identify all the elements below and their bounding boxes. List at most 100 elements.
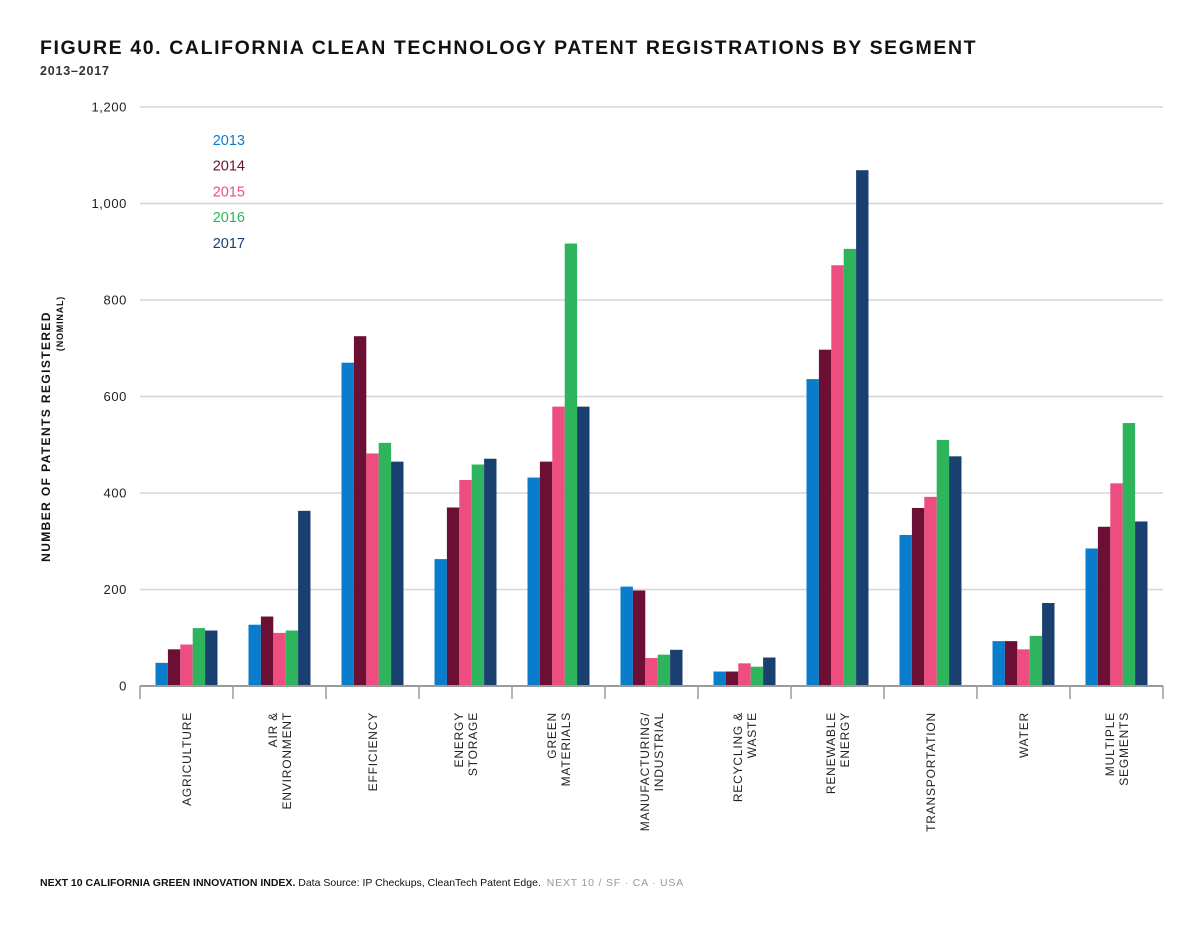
grid-layer bbox=[140, 106, 1163, 591]
y-tick-label: 800 bbox=[104, 293, 128, 308]
bar-2014-9 bbox=[1004, 641, 1018, 686]
bar-2013-2 bbox=[341, 362, 354, 686]
bar-2013-7 bbox=[806, 379, 819, 686]
bar-2013-5 bbox=[620, 586, 633, 686]
x-tick-label: AGRICULTURE bbox=[180, 712, 194, 806]
x-axis-labels: AGRICULTURE AIR &ENVIRONMENT EFFICIENCY ENE… bbox=[180, 712, 1131, 832]
bar-2014-3 bbox=[446, 507, 460, 686]
chart-title: FIGURE 40. CALIFORNIA CLEAN TECHNOLOGY P… bbox=[40, 37, 978, 59]
x-tick-label: ENERGYSTORAGE bbox=[452, 712, 480, 776]
bar-2017-5 bbox=[670, 649, 683, 686]
bar-2014-5 bbox=[632, 590, 646, 686]
y-axis-title: NUMBER OF PATENTS REGISTERED bbox=[39, 311, 53, 562]
bar-2016-8 bbox=[936, 439, 950, 686]
bar-2016-9 bbox=[1029, 635, 1043, 686]
legend: 2013 2014 2015 2016 2017 bbox=[213, 133, 245, 252]
y-tick-label: 1,200 bbox=[91, 100, 127, 115]
x-tick-label: MULTIPLESEGMENTS bbox=[1103, 712, 1131, 786]
y-tick-label: 600 bbox=[104, 389, 128, 404]
bar-2016-5 bbox=[657, 654, 671, 686]
x-tick-label: EFFICIENCY bbox=[366, 712, 380, 791]
footer-source: Data Source: IP Checkups, CleanTech Pate… bbox=[298, 877, 541, 889]
bar-2013-1 bbox=[248, 624, 261, 686]
x-tick-label: MANUFACTURING/INDUSTRIAL bbox=[638, 712, 666, 831]
bar-2015-4 bbox=[552, 406, 565, 686]
y-tick-label: 400 bbox=[104, 486, 128, 501]
x-tick-label-line: WATER bbox=[1017, 712, 1031, 758]
bar-2014-1 bbox=[260, 616, 274, 686]
bar-2015-0 bbox=[180, 644, 193, 686]
bar-2014-8 bbox=[911, 507, 925, 686]
y-axis-title: NUMBER OF PATENTS REGISTERED (NOMINAL) bbox=[39, 296, 65, 562]
x-tick-label-line: RECYCLING & bbox=[731, 712, 745, 802]
bar-2015-5 bbox=[645, 658, 658, 686]
bar-2017-2 bbox=[391, 461, 404, 686]
bar-2015-2 bbox=[366, 453, 379, 686]
y-axis-subtitle: (NOMINAL) bbox=[55, 296, 65, 351]
x-tick-label-line: INDUSTRIAL bbox=[652, 712, 666, 791]
x-tick-label-line: AIR & bbox=[266, 712, 280, 747]
legend-entry-2015: 2015 bbox=[213, 184, 245, 200]
bar-2014-4 bbox=[539, 461, 553, 686]
bar-2013-0 bbox=[155, 662, 168, 686]
bar-2013-8 bbox=[899, 534, 912, 686]
bar-2015-6 bbox=[738, 663, 751, 686]
x-tick-label-line: EFFICIENCY bbox=[366, 712, 380, 791]
y-tick-label: 1,000 bbox=[91, 196, 127, 211]
bar-2016-10 bbox=[1122, 423, 1136, 686]
x-tick-label: TRANSPORTATION bbox=[924, 712, 938, 832]
bar-2016-2 bbox=[378, 442, 392, 686]
x-axis bbox=[139, 685, 1164, 699]
bar-2013-4 bbox=[527, 477, 540, 686]
x-tick-label: RECYCLING &WASTE bbox=[731, 712, 759, 802]
footer: NEXT 10 CALIFORNIA GREEN INNOVATION INDE… bbox=[40, 877, 684, 889]
legend-entry-2016: 2016 bbox=[213, 210, 245, 226]
bar-2017-3 bbox=[484, 458, 497, 686]
bar-2017-8 bbox=[949, 456, 962, 686]
x-tick-label: AIR &ENVIRONMENT bbox=[266, 712, 294, 809]
chart-subtitle: 2013–2017 bbox=[40, 64, 110, 78]
bar-2015-8 bbox=[924, 496, 937, 686]
x-tick-label-line: ENVIRONMENT bbox=[280, 712, 294, 809]
bar-2015-9 bbox=[1017, 649, 1030, 686]
legend-entry-2014: 2014 bbox=[213, 159, 245, 175]
bar-2013-3 bbox=[434, 559, 447, 686]
bar-2017-9 bbox=[1042, 603, 1055, 686]
x-tick-label-line: MULTIPLE bbox=[1103, 712, 1117, 776]
bar-2015-1 bbox=[273, 632, 286, 686]
bar-2013-6 bbox=[713, 671, 726, 686]
bars bbox=[155, 170, 1148, 687]
bar-2017-4 bbox=[577, 406, 590, 686]
bar-2016-4 bbox=[564, 243, 578, 687]
bar-2017-1 bbox=[298, 510, 311, 686]
bar-2016-3 bbox=[471, 464, 485, 686]
x-tick-label: WATER bbox=[1017, 712, 1031, 758]
bar-2017-10 bbox=[1135, 521, 1148, 686]
x-tick-label: RENEWABLEENERGY bbox=[824, 712, 852, 794]
bar-2015-3 bbox=[459, 479, 472, 686]
bar-2014-2 bbox=[353, 336, 367, 686]
x-tick-label-line: WASTE bbox=[745, 712, 759, 758]
footer-org: NEXT 10 / SF · CA · USA bbox=[546, 877, 685, 889]
x-tick-label-line: MANUFACTURING/ bbox=[638, 712, 652, 831]
bar-2015-10 bbox=[1110, 483, 1123, 686]
y-tick-label: 0 bbox=[119, 679, 127, 694]
bar-2017-6 bbox=[763, 657, 776, 686]
x-tick-label-line: MATERIALS bbox=[559, 712, 573, 786]
y-axis-ticks: 0 200 400 600 800 1,000 1,200 bbox=[91, 100, 128, 694]
x-tick-label-line: RENEWABLE bbox=[824, 712, 838, 794]
bar-2014-6 bbox=[725, 671, 739, 686]
x-tick-label-line: STORAGE bbox=[466, 712, 480, 776]
x-tick-label-line: TRANSPORTATION bbox=[924, 712, 938, 832]
legend-entry-2017: 2017 bbox=[213, 236, 245, 252]
bar-2016-7 bbox=[843, 248, 857, 687]
x-tick-label-line: GREEN bbox=[545, 712, 559, 759]
bar-2016-1 bbox=[285, 630, 299, 686]
footer-brand: NEXT 10 CALIFORNIA GREEN INNOVATION INDE… bbox=[40, 877, 296, 889]
bar-2015-7 bbox=[831, 265, 844, 686]
bar-2017-0 bbox=[205, 630, 218, 686]
bar-2014-0 bbox=[167, 649, 181, 686]
x-tick-label: GREENMATERIALS bbox=[545, 712, 573, 786]
bar-2013-10 bbox=[1085, 548, 1098, 686]
